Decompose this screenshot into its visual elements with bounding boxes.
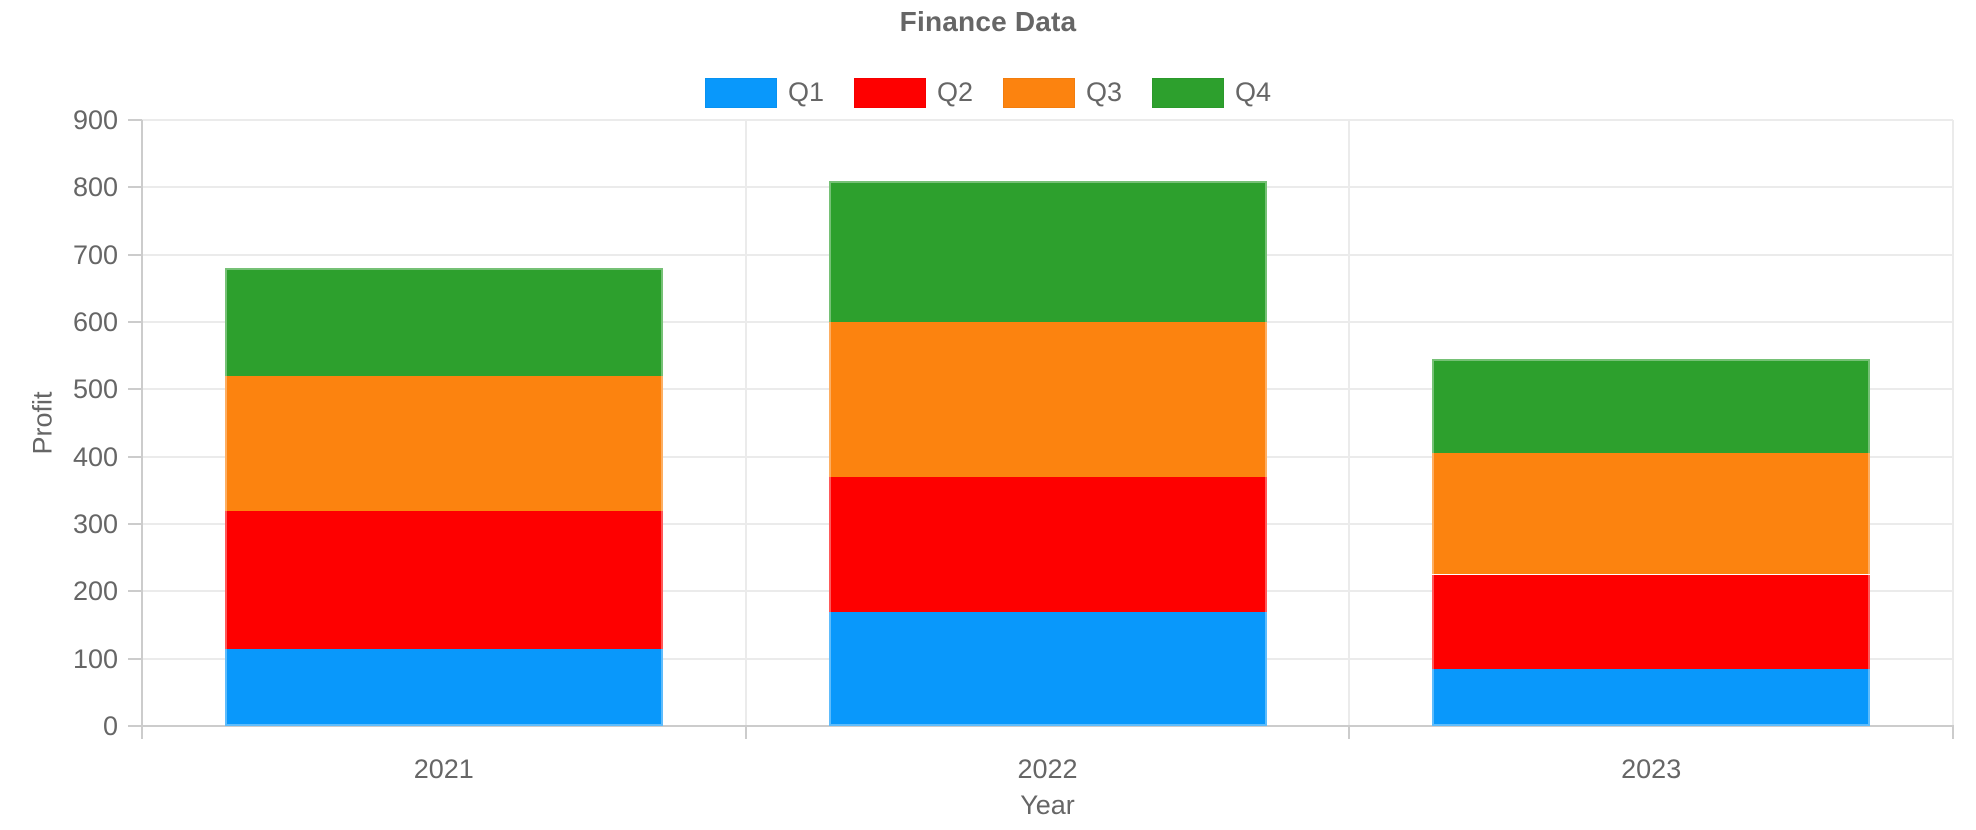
bar-segment-2022-q2[interactable] <box>828 476 1267 612</box>
y-tick-label-0: 0 <box>102 711 118 741</box>
x-tick-2023 <box>1348 727 1351 739</box>
bar-segment-2022-q1[interactable] <box>828 611 1267 726</box>
bar-segment-2021-q3[interactable] <box>224 375 663 511</box>
x-tick-end <box>1952 727 1954 739</box>
y-tick-label-400: 400 <box>72 441 118 472</box>
y-tick-600 <box>128 321 142 323</box>
legend-swatch-q3 <box>1003 77 1075 108</box>
x-label-2023: 2023 <box>1621 754 1682 784</box>
x-gridline-3 <box>1952 120 1954 726</box>
y-tick-0 <box>128 725 142 727</box>
bar-segment-2022-q3[interactable] <box>828 322 1267 477</box>
x-tick-2022 <box>744 727 747 739</box>
y-tick-300 <box>128 523 142 525</box>
chart-title: Finance Data <box>899 6 1077 37</box>
y-tick-500 <box>128 388 142 391</box>
bar-segment-2023-q4[interactable] <box>1432 359 1871 454</box>
legend: Q1 Q2 Q3 Q4 <box>0 77 1976 108</box>
y-axis-line <box>141 120 143 738</box>
y-tick-label-100: 100 <box>72 643 118 674</box>
x-label-2022: 2022 <box>1017 754 1078 784</box>
y-tick-900 <box>128 119 142 121</box>
legend-swatch-q1 <box>704 77 777 108</box>
y-tick-label-300: 300 <box>72 509 118 539</box>
y-tick-label-600: 600 <box>72 307 118 337</box>
y-tick-label-800: 800 <box>72 172 118 203</box>
x-tick-2021 <box>141 727 143 739</box>
y-tick-400 <box>128 455 142 458</box>
bar-segment-2021-q2[interactable] <box>224 510 663 649</box>
bar-segment-2021-q1[interactable] <box>224 648 663 726</box>
x-axis-title: Year <box>1020 790 1075 820</box>
y-tick-label-900: 900 <box>72 105 118 135</box>
legend-item-q2[interactable]: Q2 <box>853 77 973 108</box>
bar-segment-2021-q4[interactable] <box>224 268 663 376</box>
legend-label-q1: Q1 <box>787 77 824 107</box>
legend-label-q2: Q2 <box>936 77 973 107</box>
legend-item-q1[interactable]: Q1 <box>704 77 824 108</box>
y-tick-label-500: 500 <box>72 374 118 405</box>
y-tick-100 <box>128 657 142 660</box>
legend-label-q3: Q3 <box>1086 77 1123 107</box>
x-label-2021: 2021 <box>413 754 474 784</box>
bar-segment-2023-q2[interactable] <box>1432 574 1871 669</box>
y-tick-label-200: 200 <box>72 576 118 607</box>
legend-item-q3[interactable]: Q3 <box>1003 77 1122 108</box>
bar-segment-2023-q3[interactable] <box>1432 453 1871 575</box>
bar-segment-2022-q4[interactable] <box>828 180 1267 322</box>
y-tick-label-700: 700 <box>72 239 118 270</box>
legend-swatch-q4 <box>1152 77 1225 108</box>
bar-segment-2023-q1[interactable] <box>1432 668 1871 726</box>
x-gridline-2 <box>1348 120 1351 726</box>
y-tick-700 <box>128 253 142 256</box>
x-gridline-1 <box>744 120 747 726</box>
y-tick-800 <box>128 186 142 189</box>
legend-item-q4[interactable]: Q4 <box>1152 77 1271 108</box>
y-tick-200 <box>128 590 142 593</box>
legend-label-q4: Q4 <box>1235 77 1272 107</box>
y-gridline-900 <box>142 119 1953 121</box>
x-axis-line <box>141 725 1954 727</box>
legend-swatch-q2 <box>853 77 926 108</box>
